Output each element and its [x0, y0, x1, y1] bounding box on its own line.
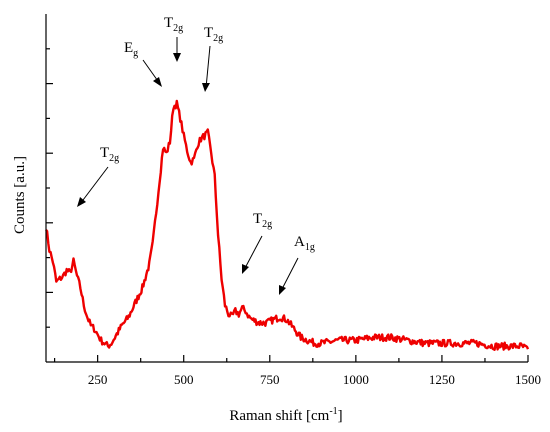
peak-arrow-3: [205, 45, 211, 89]
svg-text:T2g: T2g: [204, 25, 223, 44]
peak-label-2-main: T: [164, 15, 173, 31]
peak-label-0-sub: 2g: [109, 153, 119, 164]
peak-label-0-main: T: [100, 145, 109, 161]
peak-label-5-main: A: [294, 234, 305, 250]
peak-label-3-main: T: [204, 25, 213, 41]
peak-arrowhead-0: [77, 197, 86, 207]
x-tick-label-2: 750: [260, 372, 280, 387]
peak-label-3: T2g: [202, 25, 223, 92]
x-tick-label-4: 1250: [429, 372, 455, 387]
peak-label-2-sub: 2g: [173, 23, 183, 34]
line-layer: [45, 99, 530, 351]
svg-text:A1g: A1g: [294, 234, 315, 253]
peak-label-4: T2g: [242, 211, 272, 274]
peak-label-1-sub: g: [133, 48, 138, 59]
x-axis-title: Raman shift [cm-1]: [229, 406, 342, 424]
x-ticks: 250 500 750 1000 1250 1500: [54, 355, 541, 387]
peak-label-5: A1g: [279, 234, 315, 295]
y-axis-title: Counts [a.u.]: [12, 156, 28, 234]
peak-label-5-sub: 1g: [305, 242, 315, 253]
svg-text:T2g: T2g: [164, 15, 183, 34]
peak-label-4-sub: 2g: [262, 219, 272, 230]
peak-arrow-0: [79, 166, 109, 205]
peak-arrowhead-2: [173, 53, 181, 62]
peak-arrowhead-4: [242, 264, 249, 274]
x-tick-label-5: 1500: [515, 372, 541, 387]
peak-arrow-5: [280, 257, 299, 292]
peak-label-2: T2g: [164, 15, 183, 62]
svg-text:Eg: Eg: [124, 40, 138, 59]
x-axis-title-close: ]: [338, 408, 343, 424]
svg-text:T2g: T2g: [253, 211, 272, 230]
peak-arrowhead-1: [153, 77, 162, 87]
x-axis-title-sup: -1: [329, 406, 337, 417]
x-tick-label-0: 250: [88, 372, 108, 387]
peak-label-4-main: T: [253, 211, 262, 227]
peak-label-1-main: E: [124, 40, 133, 56]
svg-text:T2g: T2g: [100, 145, 119, 164]
peak-arrow-4: [243, 235, 263, 271]
peak-label-3-sub: 2g: [213, 33, 223, 44]
peak-arrowhead-5: [279, 285, 286, 295]
peak-arrowhead-3: [202, 83, 210, 92]
peak-label-0: T2g: [77, 145, 119, 207]
x-axis-title-main: Raman shift [cm: [229, 408, 329, 424]
x-tick-label-3: 1000: [343, 372, 369, 387]
y-ticks: [46, 48, 53, 328]
raman-spectrum-line: [45, 99, 530, 351]
peak-label-1: Eg: [124, 40, 162, 87]
x-tick-label-1: 500: [174, 372, 194, 387]
